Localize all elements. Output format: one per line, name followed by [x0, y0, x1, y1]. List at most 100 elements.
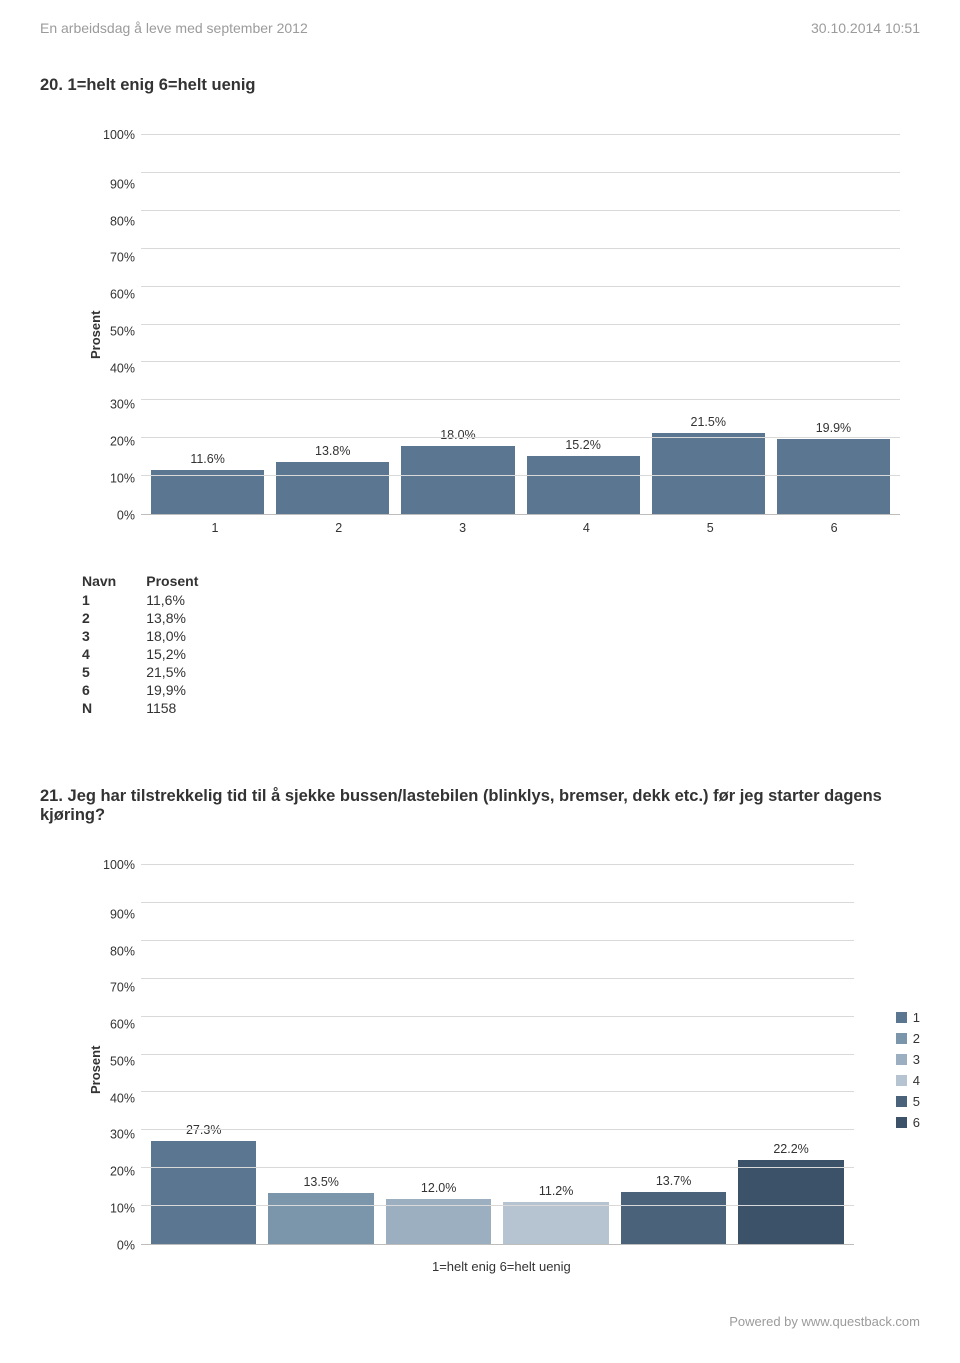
- table-cell-navn: 1: [80, 591, 144, 609]
- gridline: [141, 210, 900, 211]
- table-cell-navn: 2: [80, 609, 144, 627]
- table-col-navn: Navn: [80, 571, 144, 591]
- table-cell-prosent: 1158: [144, 699, 226, 717]
- gridline: [141, 1129, 854, 1130]
- gridline: [141, 1016, 854, 1017]
- gridline: [141, 324, 900, 325]
- legend-swatch: [896, 1117, 907, 1128]
- bar-slot: 18.0%: [395, 135, 520, 514]
- chart-2-bars: 27.3%13.5%12.0%11.2%13.7%22.2%: [141, 865, 854, 1244]
- gridline: [141, 286, 900, 287]
- legend-label: 3: [913, 1052, 920, 1067]
- chart-1-x-ticks: 123456: [149, 515, 900, 535]
- table-row: N1158: [80, 699, 226, 717]
- page-header: En arbeidsdag å leve med september 2012 …: [40, 20, 920, 36]
- gridline: [141, 248, 900, 249]
- table-row: 521,5%: [80, 663, 226, 681]
- y-tick: 80%: [110, 945, 135, 958]
- chart-2-row: Prosent 100%90%80%70%60%50%40%30%20%10%0…: [40, 865, 920, 1274]
- table-cell-navn: N: [80, 699, 144, 717]
- bar: [151, 470, 264, 514]
- page-footer: Powered by www.questback.com: [40, 1314, 920, 1329]
- bar: [621, 1192, 726, 1244]
- chart-1-y-label: Prosent: [80, 135, 103, 535]
- table-cell-prosent: 21,5%: [144, 663, 226, 681]
- bar-slot: 19.9%: [771, 135, 896, 514]
- bar-slot: 21.5%: [646, 135, 771, 514]
- table-row: 619,9%: [80, 681, 226, 699]
- x-tick: 1: [153, 521, 277, 535]
- bar-value-label: 12.0%: [421, 1181, 456, 1195]
- x-tick: 4: [524, 521, 648, 535]
- legend-item: 2: [896, 1031, 920, 1046]
- gridline: [141, 978, 854, 979]
- bar-value-label: 13.5%: [303, 1175, 338, 1189]
- bar-value-label: 11.2%: [539, 1184, 574, 1198]
- chart-1-area: 100%90%80%70%60%50%40%30%20%10%0% 11.6%1…: [103, 135, 900, 535]
- bar-value-label: 13.8%: [315, 444, 350, 458]
- gridline: [141, 399, 900, 400]
- bar-value-label: 11.6%: [190, 452, 225, 466]
- table-cell-navn: 3: [80, 627, 144, 645]
- bar-value-label: 19.9%: [816, 421, 851, 435]
- chart-1-plot: 11.6% 13.8% 18.0% 15.2% 21.5% 19.9%: [141, 135, 900, 515]
- legend-item: 3: [896, 1052, 920, 1067]
- bar: [777, 439, 890, 514]
- bar: [151, 1141, 256, 1244]
- bar-slot: 13.7%: [615, 865, 732, 1244]
- y-tick: 40%: [110, 1092, 135, 1105]
- bar-value-label: 21.5%: [691, 415, 726, 429]
- legend-label: 5: [913, 1094, 920, 1109]
- y-tick: 90%: [110, 908, 135, 921]
- bar: [268, 1193, 373, 1244]
- y-tick: 60%: [110, 288, 135, 301]
- gridline: [141, 172, 900, 173]
- page: En arbeidsdag å leve med september 2012 …: [0, 0, 960, 1359]
- bar-slot: 11.2%: [497, 865, 614, 1244]
- data-table-1: Navn Prosent 111,6%213,8%318,0%415,2%521…: [80, 571, 226, 717]
- chart-2-legend: 123456: [896, 1004, 920, 1136]
- table-cell-navn: 5: [80, 663, 144, 681]
- x-tick: 6: [772, 521, 896, 535]
- legend-item: 5: [896, 1094, 920, 1109]
- table-row: 213,8%: [80, 609, 226, 627]
- table-cell-navn: 4: [80, 645, 144, 663]
- table-cell-navn: 6: [80, 681, 144, 699]
- bar: [652, 433, 765, 514]
- legend-swatch: [896, 1012, 907, 1023]
- y-tick: 0%: [117, 509, 135, 522]
- y-tick: 10%: [110, 472, 135, 485]
- gridline: [141, 475, 900, 476]
- table-cell-prosent: 18,0%: [144, 627, 226, 645]
- gridline: [141, 940, 854, 941]
- header-title: En arbeidsdag å leve med september 2012: [40, 20, 308, 36]
- y-tick: 40%: [110, 362, 135, 375]
- y-tick: 100%: [103, 129, 135, 142]
- bar-value-label: 15.2%: [565, 438, 600, 452]
- legend-label: 4: [913, 1073, 920, 1088]
- gridline: [141, 1167, 854, 1168]
- chart-2-area: 100%90%80%70%60%50%40%30%20%10%0% 27.3%1…: [103, 865, 854, 1274]
- gridline: [141, 361, 900, 362]
- y-tick: 60%: [110, 1018, 135, 1031]
- y-tick: 20%: [110, 435, 135, 448]
- table-cell-prosent: 13,8%: [144, 609, 226, 627]
- bar-slot: 12.0%: [380, 865, 497, 1244]
- gridline: [141, 902, 854, 903]
- legend-swatch: [896, 1054, 907, 1065]
- bar: [738, 1160, 843, 1244]
- table-cell-prosent: 15,2%: [144, 645, 226, 663]
- y-tick: 0%: [117, 1239, 135, 1252]
- table-cell-prosent: 19,9%: [144, 681, 226, 699]
- bar-slot: 11.6%: [145, 135, 270, 514]
- gridline: [141, 437, 900, 438]
- bar: [401, 446, 514, 514]
- x-tick: 3: [401, 521, 525, 535]
- x-tick: 5: [648, 521, 772, 535]
- y-tick: 30%: [110, 399, 135, 412]
- bar-slot: 22.2%: [732, 865, 849, 1244]
- y-tick: 70%: [110, 982, 135, 995]
- legend-label: 2: [913, 1031, 920, 1046]
- chart-2-plot: 27.3%13.5%12.0%11.2%13.7%22.2%: [141, 865, 854, 1245]
- y-tick: 20%: [110, 1165, 135, 1178]
